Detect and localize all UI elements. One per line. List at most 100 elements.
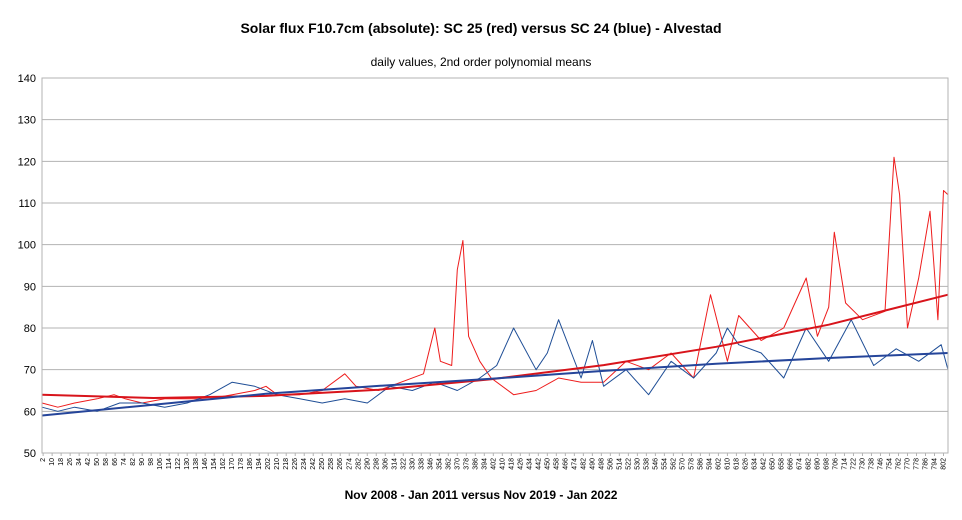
plot-frame bbox=[41, 77, 949, 454]
x-tick-label: 362 bbox=[445, 458, 452, 470]
x-tick-label: 570 bbox=[679, 458, 686, 470]
x-tick-label: 346 bbox=[427, 458, 434, 470]
x-tick-label: 34 bbox=[76, 458, 83, 466]
x-tick-label: 42 bbox=[85, 458, 92, 466]
x-tick-label: 386 bbox=[472, 458, 479, 470]
x-tick-label: 722 bbox=[850, 458, 857, 470]
x-tick-label: 122 bbox=[175, 458, 182, 470]
x-tick-label: 298 bbox=[373, 458, 380, 470]
x-tick-label: 554 bbox=[661, 458, 668, 470]
x-tick-label: 10 bbox=[49, 458, 56, 466]
x-tick-label: 354 bbox=[436, 458, 443, 470]
x-tick-label: 602 bbox=[715, 458, 722, 470]
x-tick-label: 650 bbox=[769, 458, 776, 470]
x-tick-label: 610 bbox=[724, 458, 731, 470]
x-tick-label: 522 bbox=[625, 458, 632, 470]
x-tick-label: 74 bbox=[121, 458, 128, 466]
x-tick-label: 586 bbox=[697, 458, 704, 470]
y-tick-label: 60 bbox=[24, 406, 36, 418]
chart-title: Solar flux F10.7cm (absolute): SC 25 (re… bbox=[240, 20, 721, 36]
y-tick-label: 110 bbox=[18, 198, 36, 210]
x-axis-ticks: 2 10 18 26 34 42 50 58 66 74 82 90 98 106 114 122 130 138… bbox=[40, 453, 947, 470]
x-tick-label: 338 bbox=[418, 458, 425, 470]
x-tick-label: 146 bbox=[202, 458, 209, 470]
x-tick-label: 50 bbox=[94, 458, 101, 466]
x-tick-label: 370 bbox=[454, 458, 461, 470]
x-tick-label: 186 bbox=[247, 458, 254, 470]
x-tick-label: 594 bbox=[706, 458, 713, 470]
x-tick-label: 266 bbox=[337, 458, 344, 470]
x-tick-label: 282 bbox=[355, 458, 362, 470]
y-tick-label: 90 bbox=[24, 281, 36, 293]
x-tick-label: 498 bbox=[598, 458, 605, 470]
x-tick-label: 530 bbox=[634, 458, 641, 470]
x-tick-label: 778 bbox=[913, 458, 920, 470]
x-tick-label: 162 bbox=[220, 458, 227, 470]
x-tick-label: 90 bbox=[139, 458, 146, 466]
x-tick-label: 474 bbox=[571, 458, 578, 470]
x-tick-label: 666 bbox=[787, 458, 794, 470]
x-tick-label: 426 bbox=[517, 458, 524, 470]
x-tick-label: 730 bbox=[859, 458, 866, 470]
x-tick-label: 794 bbox=[931, 458, 938, 470]
x-tick-label: 562 bbox=[670, 458, 677, 470]
x-tick-label: 754 bbox=[886, 458, 893, 470]
x-tick-label: 130 bbox=[184, 458, 191, 470]
chart-subtitle: daily values, 2nd order polynomial means bbox=[371, 55, 592, 69]
x-tick-label: 466 bbox=[562, 458, 569, 470]
x-tick-label: 170 bbox=[229, 458, 236, 470]
x-tick-label: 690 bbox=[814, 458, 821, 470]
x-tick-label: 458 bbox=[553, 458, 560, 470]
x-tick-label: 258 bbox=[328, 458, 335, 470]
series-line-sc-24-polynomial-mean bbox=[41, 352, 949, 417]
x-tick-label: 538 bbox=[643, 458, 650, 470]
y-tick-label: 80 bbox=[24, 323, 36, 335]
x-tick-label: 442 bbox=[535, 458, 542, 470]
x-tick-label: 634 bbox=[751, 458, 758, 470]
series-group bbox=[41, 156, 949, 417]
x-tick-label: 194 bbox=[256, 458, 263, 470]
x-tick-label: 762 bbox=[895, 458, 902, 470]
x-tick-label: 82 bbox=[130, 458, 137, 466]
x-tick-label: 714 bbox=[841, 458, 848, 470]
x-tick-label: 786 bbox=[922, 458, 929, 470]
x-tick-label: 178 bbox=[238, 458, 245, 470]
x-tick-label: 682 bbox=[805, 458, 812, 470]
x-tick-label: 210 bbox=[274, 458, 281, 470]
x-tick-label: 66 bbox=[112, 458, 119, 466]
x-tick-label: 226 bbox=[292, 458, 299, 470]
x-tick-label: 330 bbox=[409, 458, 416, 470]
x-tick-label: 306 bbox=[382, 458, 389, 470]
x-tick-label: 138 bbox=[193, 458, 200, 470]
x-tick-label: 578 bbox=[688, 458, 695, 470]
x-tick-label: 746 bbox=[877, 458, 884, 470]
x-tick-label: 546 bbox=[652, 458, 659, 470]
x-tick-label: 114 bbox=[166, 458, 173, 469]
series-line-sc-24 bbox=[41, 319, 949, 412]
x-tick-label: 290 bbox=[364, 458, 371, 470]
x-tick-label: 402 bbox=[490, 458, 497, 470]
x-tick-label: 322 bbox=[400, 458, 407, 470]
y-tick-label: 130 bbox=[18, 115, 36, 127]
y-tick-label: 140 bbox=[18, 73, 36, 85]
x-tick-label: 482 bbox=[580, 458, 587, 470]
x-tick-label: 490 bbox=[589, 458, 596, 470]
y-tick-label: 100 bbox=[18, 240, 36, 252]
x-tick-label: 642 bbox=[760, 458, 767, 470]
x-tick-label: 618 bbox=[733, 458, 740, 470]
x-tick-label: 410 bbox=[499, 458, 506, 470]
x-tick-label: 738 bbox=[868, 458, 875, 470]
x-tick-label: 434 bbox=[526, 458, 533, 470]
x-tick-label: 274 bbox=[346, 458, 353, 470]
y-tick-label: 50 bbox=[24, 448, 36, 460]
x-tick-label: 58 bbox=[103, 458, 110, 466]
x-tick-label: 674 bbox=[796, 458, 803, 470]
x-tick-label: 218 bbox=[283, 458, 290, 470]
x-tick-label: 2 bbox=[40, 458, 47, 462]
x-tick-label: 154 bbox=[211, 458, 218, 470]
x-tick-label: 506 bbox=[607, 458, 614, 470]
x-tick-label: 98 bbox=[148, 458, 155, 466]
x-tick-label: 514 bbox=[616, 458, 623, 470]
x-tick-label: 394 bbox=[481, 458, 488, 470]
